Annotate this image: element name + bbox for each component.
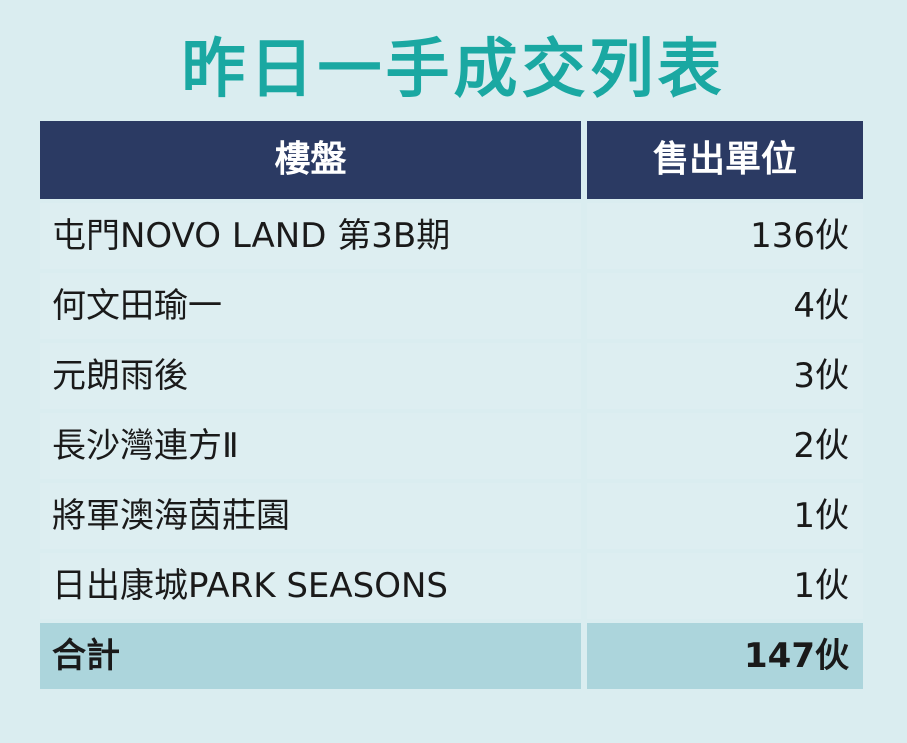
row-property-name: 屯門NOVO LAND 第3B期 xyxy=(40,203,581,269)
column-header-property: 樓盤 xyxy=(40,121,581,199)
row-units-sold: 4伙 xyxy=(587,273,863,339)
row-units-sold: 3伙 xyxy=(587,343,863,409)
row-units-sold: 2伙 xyxy=(587,413,863,479)
total-label: 合計 xyxy=(40,623,581,689)
row-units-sold: 1伙 xyxy=(587,553,863,619)
row-units-sold: 1伙 xyxy=(587,483,863,549)
row-property-name: 長沙灣連方Ⅱ xyxy=(40,413,581,479)
total-units: 147伙 xyxy=(587,623,863,689)
row-property-name: 何文田瑜一 xyxy=(40,273,581,339)
row-units-sold: 136伙 xyxy=(587,203,863,269)
row-property-name: 日出康城PARK SEASONS xyxy=(40,553,581,619)
row-property-name: 將軍澳海茵莊園 xyxy=(40,483,581,549)
row-property-name: 元朗雨後 xyxy=(40,343,581,409)
column-header-units-sold: 售出單位 xyxy=(587,121,863,199)
transactions-table: 樓盤 售出單位 屯門NOVO LAND 第3B期 136伙 何文田瑜一 4伙 元… xyxy=(40,121,863,689)
page-title: 昨日一手成交列表 xyxy=(181,32,726,107)
